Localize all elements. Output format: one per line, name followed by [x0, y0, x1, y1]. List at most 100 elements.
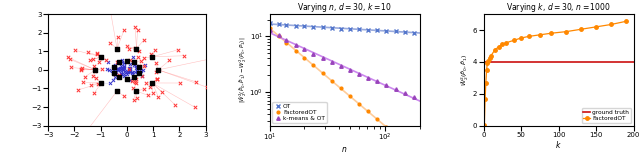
- Point: [136, 70, 147, 72]
- Point: [132, 56, 143, 59]
- FactoredOT: [319, 72, 326, 74]
- Point: [89, 92, 99, 95]
- Point: [137, 75, 147, 77]
- Point: [111, 70, 122, 73]
- Legend: OT, FactoredOT, k-means & OT: OT, FactoredOT, k-means & OT: [273, 102, 326, 123]
- OT: [410, 32, 418, 34]
- Point: [92, 51, 102, 54]
- Point: [124, 67, 134, 70]
- Point: [124, 71, 134, 73]
- Point: [105, 42, 115, 44]
- OT: [392, 30, 399, 32]
- Point: [136, 60, 146, 62]
- FactoredOT: [365, 110, 372, 112]
- FactoredOT: [346, 95, 354, 97]
- k-means & OT: [346, 69, 354, 71]
- Point: [164, 59, 175, 62]
- Point: [119, 64, 129, 67]
- Point: [118, 73, 129, 75]
- FactoredOT: [337, 87, 345, 89]
- OT: [266, 22, 273, 24]
- FactoredOT: [525, 35, 532, 37]
- Point: [128, 56, 138, 58]
- Point: [96, 56, 106, 58]
- Point: [102, 60, 113, 63]
- k-means & OT: [300, 49, 308, 50]
- k-means & OT: [374, 81, 381, 82]
- Point: [129, 76, 140, 79]
- Point: [129, 61, 140, 64]
- FactoredOT: [392, 133, 399, 135]
- Y-axis label: $\hat{W}_2^2(\hat{P}_0, \hat{P}_1)$: $\hat{W}_2^2(\hat{P}_0, \hat{P}_1)$: [460, 54, 472, 86]
- Point: [138, 69, 148, 71]
- FactoredOT: [383, 126, 390, 127]
- Point: [129, 47, 140, 49]
- Point: [139, 57, 149, 59]
- Point: [150, 71, 161, 73]
- Point: [134, 65, 145, 67]
- Point: [221, 54, 232, 57]
- OT: [292, 25, 300, 27]
- Point: [115, 67, 125, 69]
- FactoredOT: [481, 98, 489, 100]
- FactoredOT: [563, 31, 570, 33]
- Point: [143, 94, 154, 97]
- Point: [79, 76, 90, 78]
- Point: [146, 53, 156, 55]
- Point: [104, 69, 115, 71]
- k-means & OT: [328, 62, 336, 63]
- FactoredOT: [355, 103, 363, 105]
- OT: [355, 28, 363, 30]
- Point: [170, 103, 180, 106]
- Point: [88, 58, 99, 61]
- Point: [120, 70, 131, 73]
- Point: [202, 86, 212, 89]
- OT: [346, 28, 354, 30]
- Point: [113, 69, 124, 71]
- Point: [119, 66, 129, 68]
- Point: [94, 61, 104, 64]
- Point: [125, 70, 135, 73]
- FactoredOT: [495, 46, 502, 48]
- Point: [127, 80, 138, 82]
- Point: [107, 69, 117, 72]
- Point: [125, 79, 135, 81]
- Point: [131, 67, 141, 70]
- Point: [141, 82, 151, 84]
- OT: [328, 27, 336, 29]
- Point: [109, 76, 120, 79]
- Point: [131, 82, 141, 85]
- Point: [134, 49, 145, 52]
- FactoredOT: [266, 27, 273, 29]
- k-means & OT: [275, 34, 282, 36]
- FactoredOT: [275, 35, 282, 37]
- Point: [132, 68, 143, 70]
- Point: [110, 73, 120, 76]
- Point: [116, 71, 126, 74]
- Point: [108, 71, 118, 74]
- Point: [119, 29, 129, 32]
- Point: [83, 51, 93, 53]
- Point: [125, 59, 136, 62]
- Point: [128, 87, 138, 89]
- OT: [319, 27, 326, 28]
- Point: [109, 66, 120, 68]
- Point: [125, 63, 135, 65]
- Point: [153, 69, 163, 71]
- FactoredOT: [502, 42, 510, 44]
- Point: [95, 57, 106, 59]
- k-means & OT: [383, 84, 390, 86]
- Point: [88, 74, 98, 77]
- Point: [153, 95, 163, 98]
- Point: [109, 71, 120, 74]
- Point: [114, 76, 124, 79]
- Point: [90, 70, 100, 72]
- k-means & OT: [292, 44, 300, 46]
- Point: [132, 29, 143, 31]
- Point: [117, 61, 127, 63]
- k-means & OT: [337, 65, 345, 67]
- Point: [152, 78, 163, 80]
- Point: [130, 71, 140, 73]
- Point: [102, 67, 113, 70]
- Point: [132, 97, 142, 99]
